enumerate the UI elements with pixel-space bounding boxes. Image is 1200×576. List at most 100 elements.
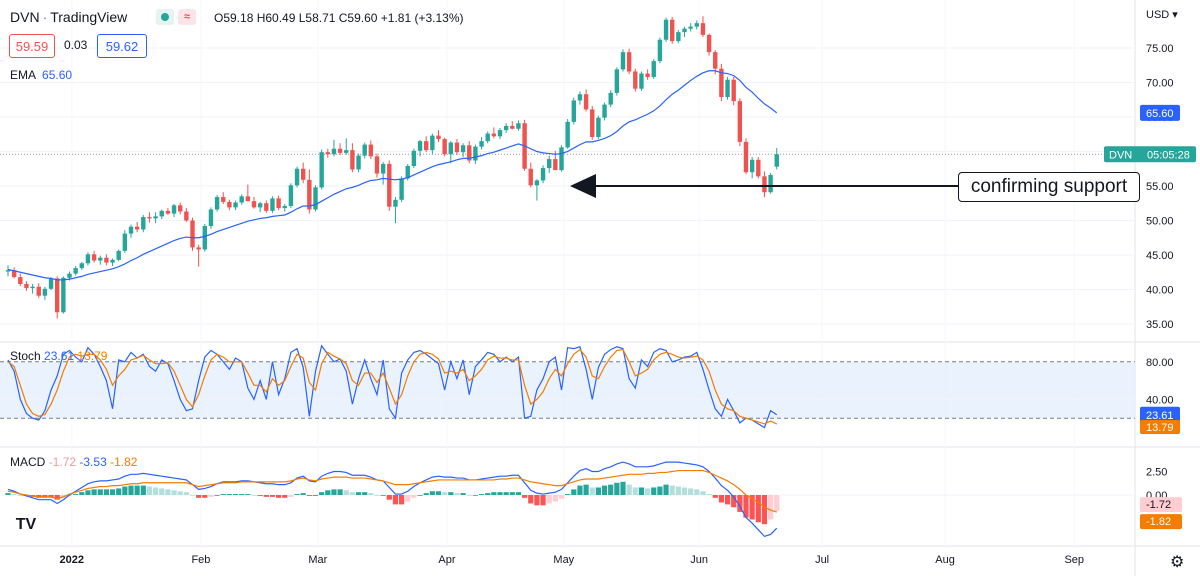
macd-histogram-bar [405,495,411,502]
macd-histogram-bar [294,494,300,495]
candle-body [633,71,638,89]
candle-body [706,34,712,53]
macd-histogram-bar [638,487,645,495]
macd-histogram-bar [466,495,472,496]
candle-body [294,168,300,186]
candle-body [257,203,263,208]
macd-histogram-bar [183,492,189,495]
candle-body [264,203,269,211]
annotation-callout[interactable]: confirming support [958,172,1140,202]
candle-body [547,159,552,169]
macd-histogram-bar [755,495,761,523]
macd-histogram-bar [546,495,552,504]
candle-body [559,147,564,171]
ema-legend[interactable]: EMA 65.60 [10,68,72,82]
candle-body [473,146,478,161]
stoch-k-line [7,344,778,429]
stoch-d-line [7,348,778,425]
macd-histogram-bar [134,485,140,495]
candle-body [583,94,589,110]
macd-histogram-bar [534,495,540,506]
candle-body [731,79,736,102]
candle-body [676,32,681,42]
macd-histogram-bar [355,492,362,495]
candle-body [417,141,423,151]
macd-histogram-bar [196,495,202,498]
macd-hist-tag-label: -1.72 [1146,499,1171,511]
macd-histogram-bar [528,495,534,504]
macd-histogram-bar [140,485,146,495]
macd-histogram-bar [472,495,478,496]
time-tick-label: Mar [308,554,327,566]
macd-histogram-bar [153,487,159,495]
candle-body [725,79,730,97]
stoch-k-tag-label: 23.61 [1146,410,1174,422]
candle-body [153,216,158,219]
macd-histogram-bar [189,495,196,496]
stoch-d-tag-label: 13.79 [1146,422,1174,434]
macd-histogram-bar [657,486,663,495]
macd-histogram-bar [626,484,632,495]
macd-histogram-bar [724,495,731,505]
macd-histogram-bar [429,491,435,495]
macd-histogram-bar [737,495,743,512]
bid-price-button[interactable]: 59.59 [9,34,55,58]
macd-histogram-bar [718,495,724,503]
stoch-d-value: 13.79 [77,349,108,363]
candle-body [171,205,177,214]
stoch-legend[interactable]: Stoch 23.61 13.79 [10,349,107,363]
macd-histogram-bar [232,494,239,495]
stoch-tick-label: 80.00 [1146,357,1174,369]
time-tick-label: Sep [1064,554,1084,566]
candle-body [30,286,35,289]
candle-body [497,130,503,137]
candle-body [467,145,472,161]
macd-histogram-bar [54,495,60,500]
candle-body [233,202,238,208]
macd-histogram-bar [128,485,134,495]
candle-body [184,211,189,221]
candle-body [596,117,601,138]
last-price-time: 05:05:28 [1147,149,1190,161]
candle-body [577,94,583,101]
macd-histogram-bar [208,495,214,497]
candle-body [510,125,515,129]
candle-body [239,196,244,203]
macd-histogram-bar [669,485,675,495]
candle-body [743,141,749,173]
ema-price-tag-label: 65.60 [1146,108,1174,120]
wave-icon[interactable]: ≈ [178,9,196,25]
candle-body [380,163,386,174]
candle-body [48,278,54,289]
candle-body [479,141,484,147]
candle-body [270,198,275,211]
macd-histogram-bar [177,491,183,495]
ema-value: 65.60 [42,68,73,82]
time-tick-label: Jul [815,554,829,566]
candle-body [98,257,103,261]
macd-histogram-bar [312,495,319,496]
macd-histogram-bar [368,493,374,495]
candle-body [301,168,306,180]
macd-histogram-bar [269,495,276,497]
macd-histogram-bar [552,495,558,502]
macd-histogram-bar [79,492,85,495]
candle-body [565,121,570,148]
candle-body [540,168,546,181]
ask-price-button[interactable]: 59.62 [97,34,147,58]
tradingview-logo-icon[interactable]: TV [15,516,37,533]
candle-body [122,233,128,251]
gear-icon[interactable]: ⚙ [1170,554,1185,571]
eye-icon[interactable] [156,9,174,25]
macd-histogram-bar [497,492,503,495]
candle-body [368,144,374,157]
macd-histogram-bar [731,495,737,508]
macd-legend[interactable]: MACD -1.72 -3.53 -1.82 [10,455,137,469]
stoch-d-tag [1140,420,1180,435]
price-tick-label: 40.00 [1146,285,1174,297]
price-tick-label: 35.00 [1146,319,1174,331]
symbol-title[interactable]: DVN · TradingView [10,9,127,25]
macd-signal-tag-label: -1.82 [1146,516,1171,528]
data-source: TradingView [50,9,128,25]
